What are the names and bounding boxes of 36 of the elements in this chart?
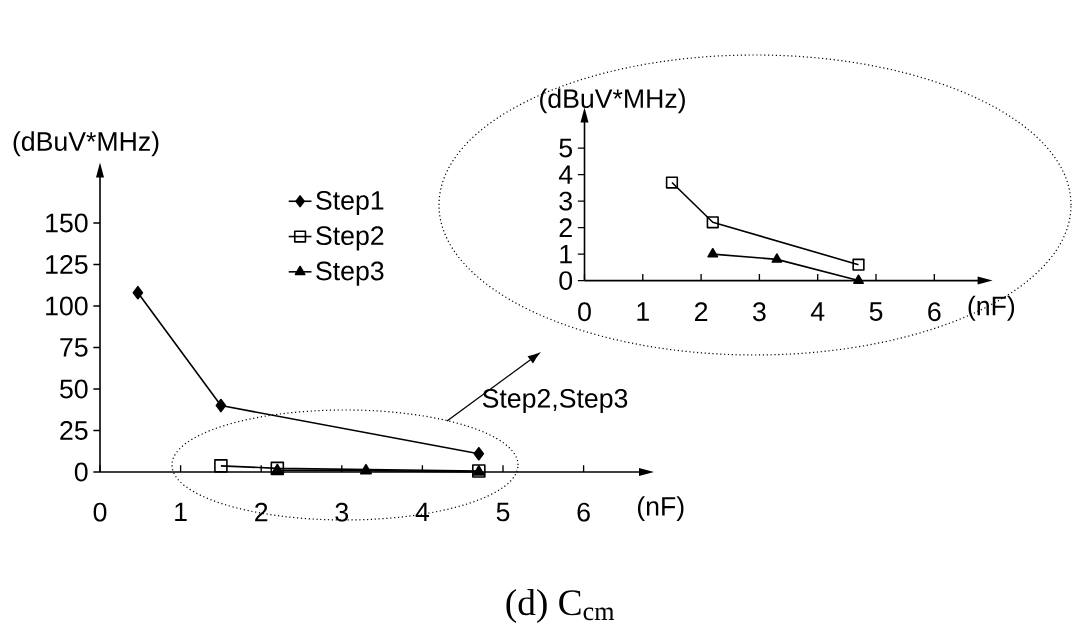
x-tick-label: 0 — [578, 302, 591, 322]
y-axis-title: (dBuV*MHz) — [540, 88, 685, 114]
y-axis-title: (dBuV*MHz) — [13, 131, 159, 157]
legend-label: Step1 — [316, 190, 384, 216]
x-tick-label: 6 — [577, 502, 590, 522]
y-tick-label: 3 — [559, 191, 572, 211]
y-tick-label: 150 — [46, 213, 88, 233]
x-tick-label: 1 — [637, 302, 649, 321]
x-tick-label: 3 — [753, 302, 766, 322]
x-tick-label: 3 — [335, 502, 349, 522]
y-tick-label: 4 — [558, 165, 573, 184]
x-tick-label: 0 — [93, 502, 107, 522]
legend-label: Step3 — [316, 261, 384, 286]
y-tick-label: 0 — [559, 271, 573, 291]
annotation: Step2,Step3 — [482, 388, 628, 414]
y-tick-label: 125 — [46, 255, 88, 274]
x-tick-label: 4 — [415, 502, 430, 522]
y-tick-label: 2 — [559, 218, 572, 237]
y-tick-label: 25 — [60, 421, 88, 440]
x-tick-label: 5 — [496, 502, 510, 522]
x-tick-label: 4 — [810, 302, 825, 321]
y-tick-label: 50 — [60, 379, 88, 399]
y-tick-label: 1 — [560, 244, 572, 264]
x-axis-title: (nF) — [968, 295, 1015, 321]
y-tick-label: 75 — [60, 338, 88, 357]
y-tick-label: 100 — [46, 296, 88, 316]
x-tick-label: 5 — [869, 302, 883, 321]
x-tick-label: 2 — [695, 302, 708, 321]
x-tick-label: 2 — [255, 502, 268, 522]
x-tick-label: 1 — [175, 502, 187, 522]
x-tick-label: 6 — [928, 302, 941, 322]
y-tick-label: 0 — [74, 462, 88, 482]
legend-label: Step2 — [316, 226, 384, 251]
x-axis-title: (nF) — [637, 496, 684, 522]
y-tick-label: 5 — [559, 138, 573, 158]
text: (d) C$_{cm}$ — [506, 589, 615, 623]
